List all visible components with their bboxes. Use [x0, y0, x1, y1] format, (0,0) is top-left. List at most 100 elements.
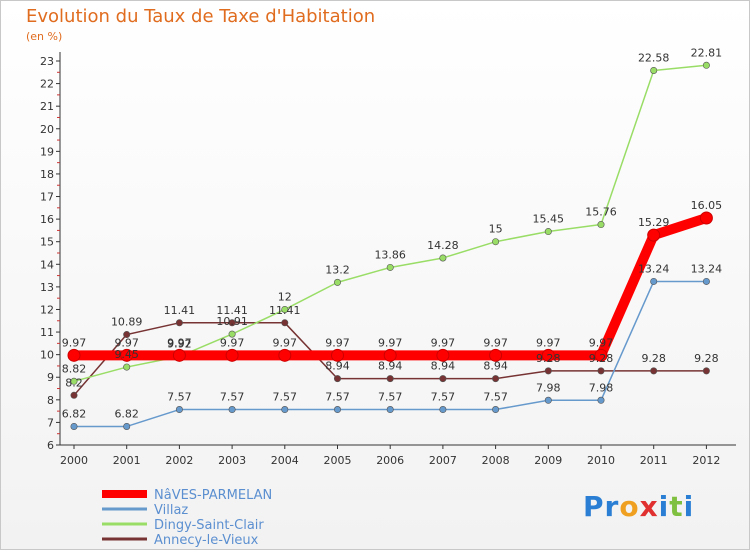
- data-label: 15.76: [585, 206, 617, 219]
- data-label: 12: [278, 290, 292, 303]
- data-point: [439, 254, 447, 262]
- chart-subtitle: (en %): [26, 30, 63, 43]
- y-tick-label: 6: [47, 439, 54, 452]
- data-label: 7.57: [378, 391, 403, 404]
- axes: 6 7 8 9 10 11 12 13 14 15 16 17 18 19 20 21 22 23 2000 2001…: [40, 52, 736, 467]
- data-label: 7.57: [273, 391, 298, 404]
- data-point: [386, 406, 394, 414]
- x-tick-label: 2003: [218, 454, 246, 467]
- data-label: 9.97: [378, 336, 403, 349]
- data-label: 11.41: [269, 304, 301, 317]
- data-point: [647, 228, 661, 242]
- data-point: [439, 375, 447, 383]
- data-point: [175, 319, 183, 327]
- y-tick-label: 12: [40, 303, 54, 316]
- data-point: [439, 406, 447, 414]
- data-point: [492, 406, 500, 414]
- data-label: 22.58: [638, 51, 670, 64]
- data-point: [70, 377, 78, 385]
- logo-letter: P: [583, 490, 605, 523]
- data-point: [281, 319, 289, 327]
- x-tick-label: 2004: [271, 454, 299, 467]
- series-layer: [67, 61, 713, 430]
- legend: NâVES-PARMELANVillazDingy-Saint-ClairAnn…: [102, 488, 272, 548]
- data-point: [650, 66, 658, 74]
- data-label: 9.97: [62, 336, 87, 349]
- y-tick-label: 19: [40, 145, 54, 158]
- data-label: 9.97: [536, 336, 561, 349]
- data-point: [228, 330, 236, 338]
- data-label: 15.29: [638, 216, 670, 229]
- data-label: 8.82: [62, 362, 87, 375]
- x-tick-label: 2009: [534, 454, 562, 467]
- data-point: [175, 406, 183, 414]
- y-tick-label: 16: [40, 213, 54, 226]
- data-label: 8.94: [431, 360, 456, 373]
- legend-label: NâVES-PARMELAN: [154, 488, 272, 503]
- y-tick-label: 23: [40, 55, 54, 68]
- y-tick-label: 11: [40, 326, 54, 339]
- data-label: 7.98: [536, 381, 561, 394]
- y-tick-label: 18: [40, 168, 54, 181]
- x-tick-label: 2008: [482, 454, 510, 467]
- data-label: 9.97: [589, 336, 614, 349]
- x-tick-label: 2010: [587, 454, 615, 467]
- data-point: [120, 348, 134, 362]
- y-tick-label: 8: [47, 394, 54, 407]
- data-point: [702, 367, 710, 375]
- data-point: [281, 305, 289, 313]
- data-label: 22.81: [691, 46, 723, 59]
- data-point: [172, 348, 186, 362]
- data-label: 9.97: [431, 336, 456, 349]
- data-point: [70, 422, 78, 430]
- data-point: [702, 277, 710, 285]
- data-label: 9.97: [167, 336, 192, 349]
- data-label: 8.94: [483, 360, 508, 373]
- data-point: [123, 363, 131, 371]
- data-point: [436, 348, 450, 362]
- data-point: [489, 348, 503, 362]
- data-label: 13.24: [691, 262, 723, 275]
- data-point: [333, 278, 341, 286]
- data-point: [650, 277, 658, 285]
- legend-label: Dingy-Saint-Clair: [154, 518, 264, 533]
- legend-label: Villaz: [154, 503, 188, 518]
- data-point: [386, 263, 394, 271]
- data-point: [492, 238, 500, 246]
- logo-letter: r: [604, 490, 620, 523]
- data-label: 11.41: [216, 304, 248, 317]
- y-tick-label: 13: [40, 281, 54, 294]
- data-point: [333, 406, 341, 414]
- data-point: [281, 406, 289, 414]
- data-point: [386, 375, 394, 383]
- data-label: 7.57: [325, 391, 350, 404]
- data-point: [67, 348, 81, 362]
- data-label: 7.57: [220, 391, 245, 404]
- data-label: 9.97: [114, 336, 139, 349]
- y-tick-label: 7: [47, 416, 54, 429]
- data-point: [597, 221, 605, 229]
- y-tick-label: 21: [40, 100, 54, 113]
- data-point: [541, 348, 555, 362]
- data-label: 7.57: [483, 391, 508, 404]
- data-label: 6.82: [62, 407, 87, 420]
- data-point: [123, 422, 131, 430]
- data-point: [544, 396, 552, 404]
- logo-letter: t: [669, 490, 684, 523]
- data-label: 9.28: [694, 352, 719, 365]
- data-label: 7.57: [431, 391, 456, 404]
- data-label: 9.92: [167, 337, 192, 350]
- x-tick-label: 2007: [429, 454, 457, 467]
- data-label: 13.24: [638, 262, 670, 275]
- data-label: 14.28: [427, 239, 459, 252]
- logo-letter: o: [619, 490, 640, 523]
- proxiti-logo: Proxiti: [583, 490, 694, 523]
- data-point: [544, 367, 552, 375]
- data-point: [597, 367, 605, 375]
- data-label: 11.41: [164, 304, 196, 317]
- data-label: 10.89: [111, 316, 143, 329]
- data-label: 10.91: [216, 315, 248, 328]
- logo-letter: i: [683, 490, 695, 523]
- x-tick-label: 2006: [376, 454, 404, 467]
